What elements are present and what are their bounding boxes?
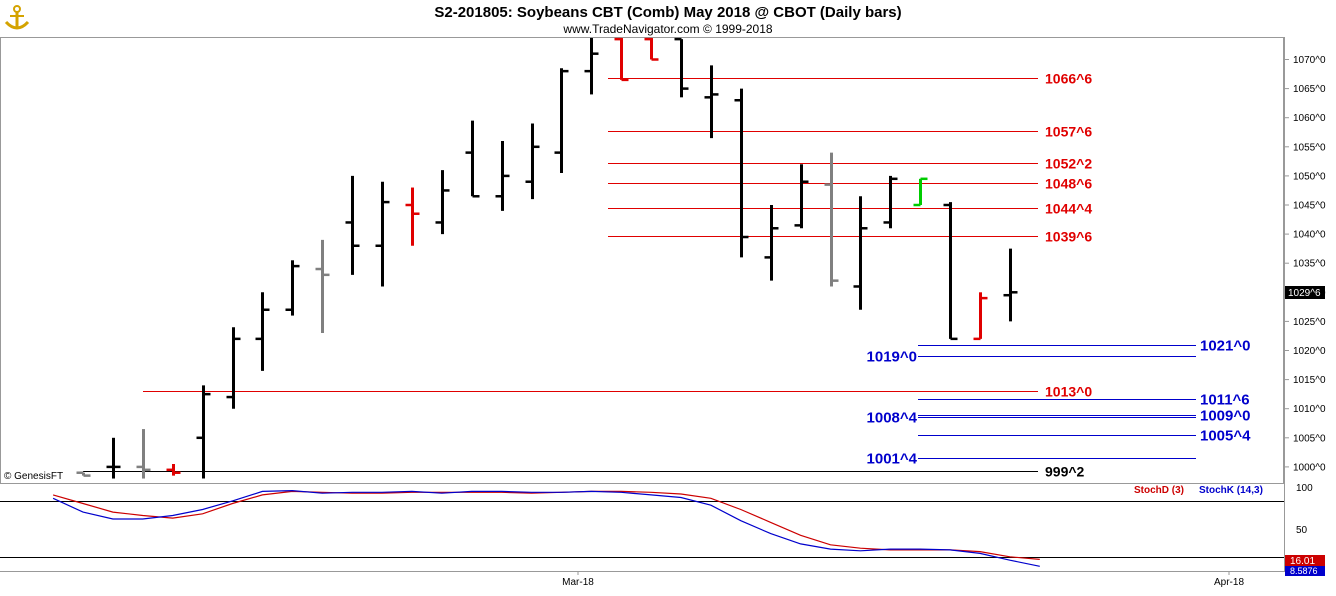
ohlc-bar [794, 164, 809, 229]
stoch-k-legend: StochK (14,3) [1199, 485, 1263, 496]
price-level-label: 1052^2 [1045, 156, 1092, 172]
price-tick-label: 1025^0 [1293, 317, 1326, 328]
price-level-label: 999^2 [1045, 464, 1085, 480]
ohlc-bar [614, 37, 629, 82]
ohlc-bar [824, 152, 839, 287]
price-panel-frame [0, 37, 1284, 484]
ohlc-bar [226, 327, 241, 409]
ohlc-bar [584, 38, 599, 95]
price-level-label: 1008^4 [867, 410, 918, 427]
stoch-tick-100: 100 [1296, 483, 1313, 494]
ohlc-bar [704, 65, 719, 139]
ohlc-bar [285, 260, 300, 316]
price-axis: 1070^0 1065^0 1060^0 1055^0 1050^0 1045^0 1040… [1284, 55, 1326, 473]
price-tick-label: 1040^0 [1293, 230, 1326, 241]
stoch-d-value-tag: 16.01 [1285, 555, 1325, 567]
price-tick-label: 1065^0 [1293, 84, 1326, 95]
ohlc-bar [345, 175, 360, 275]
ohlc-bar [405, 187, 420, 246]
ohlc-bar [853, 196, 868, 310]
ohlc-bar [495, 140, 510, 211]
price-tick-label: 1050^0 [1293, 171, 1326, 182]
chart-title: S2-201805: Soybeans CBT (Comb) May 2018 … [434, 4, 901, 21]
ohlc-bar [196, 385, 211, 479]
stoch-d-legend: StochD (3) [1134, 485, 1184, 496]
price-level-label: 1013^0 [1045, 384, 1092, 400]
price-tick-label: 1060^0 [1293, 113, 1326, 124]
ohlc-bar [943, 202, 958, 341]
price-level-label: 1001^4 [867, 451, 918, 468]
price-level-label: 1011^6 [1200, 392, 1250, 409]
ohlc-bar [255, 292, 270, 371]
ohlc-bar [525, 123, 540, 200]
stochastic-panel [52, 489, 1040, 567]
ohlc-bar [883, 175, 898, 229]
ohlc-bar [734, 88, 749, 258]
price-level-label: 1044^4 [1045, 201, 1092, 217]
price-tick-label: 1010^0 [1293, 404, 1326, 415]
price-tick-label: 1005^0 [1293, 433, 1326, 444]
stoch-tick-50: 50 [1296, 525, 1308, 536]
price-tick-label: 1035^0 [1293, 259, 1326, 270]
price-level-label: 1057^6 [1045, 124, 1092, 140]
current-price-tag: 1029^6 [1285, 286, 1325, 299]
price-tick-label: 1000^0 [1293, 462, 1326, 473]
ohlc-bar [136, 429, 151, 479]
genesis-watermark: © GenesisFT [4, 471, 63, 482]
price-level-label: 1005^4 [1200, 428, 1251, 445]
ohlc-bar [554, 68, 569, 173]
ohlc-bar [375, 181, 390, 287]
price-tick-label: 1020^0 [1293, 346, 1326, 357]
price-level-label: 1039^6 [1045, 229, 1092, 245]
ohlc-bar [465, 120, 480, 198]
price-tick-label: 1015^0 [1293, 375, 1326, 386]
price-level-label: 1009^0 [1200, 408, 1250, 425]
chart-subtitle: www.TradeNavigator.com © 1999-2018 [562, 22, 772, 36]
ohlc-bar [973, 292, 988, 341]
anchor-logo-icon [4, 5, 30, 30]
ohlc-bar [644, 37, 659, 61]
current-price-label: 1029^6 [1288, 288, 1321, 299]
price-level-label: 1066^6 [1045, 71, 1092, 87]
x-label-apr-18: Apr-18 [1214, 577, 1244, 588]
ohlc-bar [315, 239, 330, 334]
stoch-k-value: 8.5876 [1290, 566, 1318, 576]
price-level-label: 1019^0 [867, 349, 917, 366]
ohlc-bar [76, 471, 91, 477]
price-level-label: 1048^6 [1045, 176, 1092, 192]
price-tick-label: 1070^0 [1293, 55, 1326, 66]
price-tick-label: 1045^0 [1293, 201, 1326, 212]
x-label-mar-18: Mar-18 [562, 577, 594, 588]
ohlc-bar [166, 463, 181, 476]
ohlc-bar [435, 170, 450, 235]
stoch-k-line [52, 489, 1040, 567]
stoch-k-value-tag: 8.5876 [1285, 566, 1325, 576]
ohlc-bar [106, 437, 121, 479]
price-tick-label: 1055^0 [1293, 142, 1326, 153]
ohlc-bar [913, 177, 928, 207]
price-levels: 1066^6 1057^6 1052^2 1048^6 1044^4 1039^6 1013… [83, 71, 1251, 480]
stoch-d-value: 16.01 [1290, 556, 1315, 567]
price-level-label: 1021^0 [1200, 338, 1250, 355]
ohlc-bar [674, 37, 689, 98]
ohlc-bar [1003, 248, 1018, 322]
ohlc-bar [764, 205, 779, 281]
ohlc-bars [76, 37, 1018, 479]
